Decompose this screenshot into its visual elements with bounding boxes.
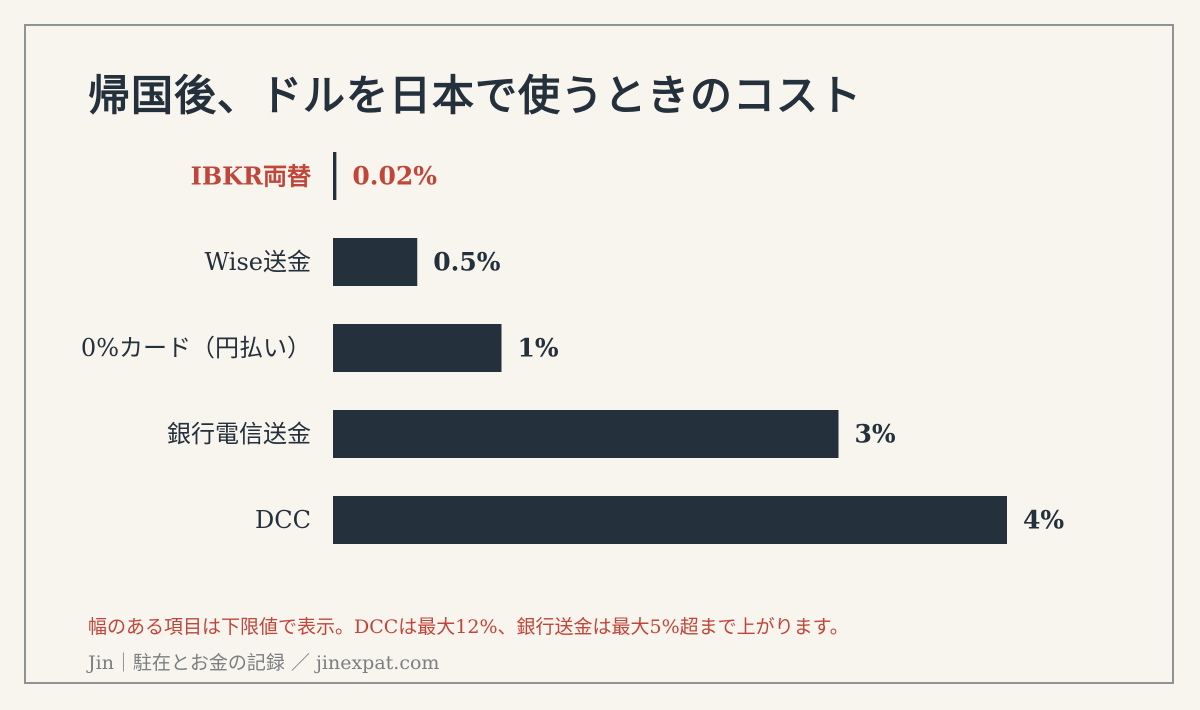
bar-3: [333, 410, 839, 458]
bar-1: [333, 238, 418, 286]
category-label-0: IBKR両替: [191, 162, 311, 191]
value-label-0: 0.02%: [352, 162, 437, 191]
category-label-1: Wise送金: [205, 248, 311, 276]
category-label-4: DCC: [255, 506, 311, 534]
bar-0: [333, 152, 337, 200]
value-label-2: 1%: [518, 334, 559, 363]
category-label-2: 0%カード（円払い）: [81, 334, 311, 362]
value-label-3: 3%: [855, 420, 896, 449]
chart-title: 帰国後、ドルを日本で使うときのコスト: [88, 71, 863, 120]
bar-4: [333, 496, 1007, 544]
chart-frame: [24, 24, 1174, 684]
credit-line: Jin｜駐在とお金の記録 ／ jinexpat.com: [88, 652, 440, 674]
value-label-1: 0.5%: [433, 248, 500, 277]
bar-2: [333, 324, 502, 372]
footnote: 幅のある項目は下限値で表示。DCCは最大12%、銀行送金は最大5%超まで上がりま…: [88, 616, 849, 638]
category-label-3: 銀行電信送金: [167, 420, 311, 448]
value-label-4: 4%: [1023, 506, 1064, 535]
